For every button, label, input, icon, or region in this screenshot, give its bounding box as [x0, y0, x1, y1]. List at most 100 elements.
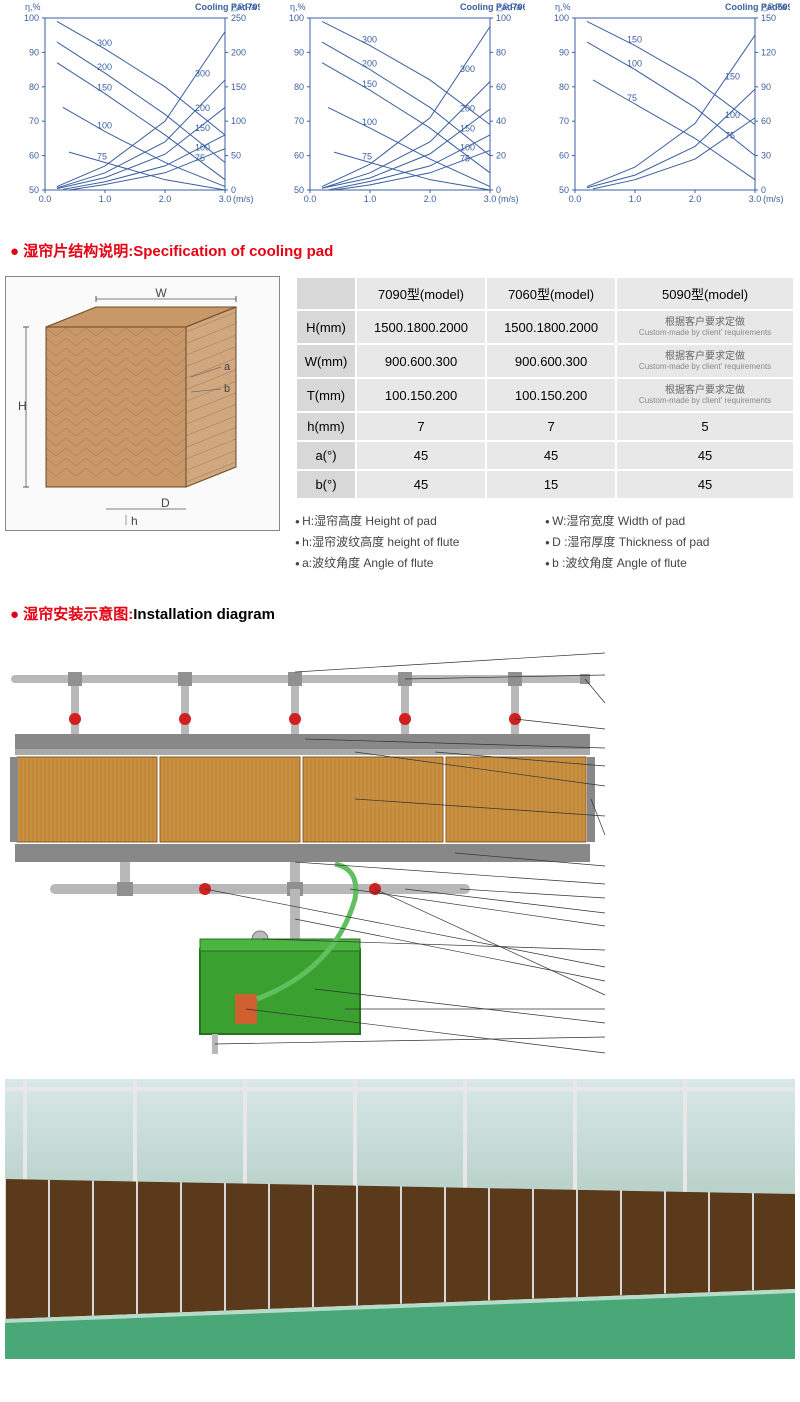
svg-text:△P,Pa: △P,Pa	[231, 2, 256, 12]
svg-text:△P,Pa: △P,Pa	[761, 2, 786, 12]
spec-cell: 7	[356, 412, 486, 441]
svg-text:80: 80	[294, 82, 304, 92]
svg-text:300: 300	[460, 64, 475, 74]
spec-cell: 7090型(model)	[356, 277, 486, 310]
svg-text:η,%: η,%	[290, 2, 306, 12]
spec-cell: 45	[486, 441, 616, 470]
spec-cell: 5090型(model)	[616, 277, 794, 310]
svg-text:1.0: 1.0	[629, 194, 642, 204]
svg-text:75: 75	[97, 151, 107, 161]
svg-text:150: 150	[627, 35, 642, 45]
svg-text:80: 80	[29, 82, 39, 92]
svg-text:b: b	[224, 383, 230, 395]
svg-text:1.0: 1.0	[364, 194, 377, 204]
svg-text:(m/s): (m/s)	[763, 194, 784, 204]
svg-text:70: 70	[294, 116, 304, 126]
svg-text:150: 150	[460, 124, 475, 134]
spec-section-header: ● 湿帘片结构说明:Specification of cooling pad	[10, 240, 800, 261]
spec-cell: 45	[356, 470, 486, 499]
svg-text:250: 250	[231, 13, 246, 23]
svg-text:150: 150	[231, 82, 246, 92]
svg-text:0.0: 0.0	[39, 194, 52, 204]
install-header-cn: 湿帘安装示意图:	[23, 606, 133, 623]
svg-text:80: 80	[496, 47, 506, 57]
svg-text:70: 70	[559, 116, 569, 126]
svg-text:2.0: 2.0	[689, 194, 702, 204]
svg-text:75: 75	[195, 153, 205, 163]
svg-text:120: 120	[761, 47, 776, 57]
svg-text:50: 50	[294, 185, 304, 195]
legend-item: h:湿帘波纹高度 height of flute	[295, 531, 545, 552]
svg-text:150: 150	[195, 123, 210, 133]
spec-cell: 45	[356, 441, 486, 470]
spec-cell: 45	[616, 441, 794, 470]
svg-text:100: 100	[97, 121, 112, 131]
svg-text:3.0: 3.0	[749, 194, 762, 204]
svg-text:1.0: 1.0	[99, 194, 112, 204]
svg-text:D: D	[161, 496, 170, 510]
svg-text:100: 100	[460, 142, 475, 152]
spec-legend: H:湿帘高度 Height of padW:湿帘宽度 Width of padh…	[295, 510, 795, 573]
svg-text:100: 100	[231, 116, 246, 126]
install-header-en: Installation diagram	[133, 606, 275, 623]
svg-text:90: 90	[29, 47, 39, 57]
spec-row-header: h(mm)	[296, 412, 356, 441]
spec-row-header: W(mm)	[296, 344, 356, 378]
svg-text:h: h	[131, 514, 138, 528]
install-section-header: ● 湿帘安装示意图:Installation diagram	[10, 603, 800, 624]
svg-text:75: 75	[460, 154, 470, 164]
svg-text:100: 100	[554, 13, 569, 23]
legend-item: a:波纹角度 Angle of flute	[295, 552, 545, 573]
svg-text:2.0: 2.0	[159, 194, 172, 204]
legend-item: D :湿帘厚度 Thickness of pad	[545, 531, 795, 552]
spec-row-header: b(°)	[296, 470, 356, 499]
svg-text:0.0: 0.0	[304, 194, 317, 204]
spec-cell: 100.150.200	[486, 378, 616, 412]
spec-cell: 45	[616, 470, 794, 499]
svg-text:2.0: 2.0	[424, 194, 437, 204]
spec-cell: 根据客户要求定做Custom-made by client' requireme…	[616, 378, 794, 412]
spec-cell: 7	[486, 412, 616, 441]
svg-text:η,%: η,%	[555, 2, 571, 12]
svg-text:150: 150	[97, 83, 112, 93]
chart-5090: η,%Cooling Pad5090△P,Pa50607080901000306…	[540, 0, 790, 210]
svg-text:200: 200	[362, 59, 377, 69]
spec-cell: 100.150.200	[356, 378, 486, 412]
spec-table-wrap: 7090型(model)7060型(model)5090型(model) H(mm…	[295, 276, 795, 573]
spec-cell: 5	[616, 412, 794, 441]
spec-table: 7090型(model)7060型(model)5090型(model) H(mm…	[295, 276, 795, 500]
spec-row-header	[296, 277, 356, 310]
svg-text:100: 100	[725, 110, 740, 120]
svg-text:100: 100	[496, 13, 511, 23]
spec-cell: 1500.1800.2000	[486, 310, 616, 344]
svg-text:100: 100	[195, 142, 210, 152]
spec-cell: 7060型(model)	[486, 277, 616, 310]
spec-cell: 15	[486, 470, 616, 499]
svg-text:75: 75	[362, 151, 372, 161]
svg-text:90: 90	[294, 47, 304, 57]
svg-text:3.0: 3.0	[484, 194, 497, 204]
svg-text:60: 60	[496, 82, 506, 92]
spec-header-cn: 湿帘片结构说明:	[23, 243, 133, 260]
svg-text:75: 75	[725, 130, 735, 140]
svg-text:η,%: η,%	[25, 2, 41, 12]
svg-text:60: 60	[761, 116, 771, 126]
svg-text:80: 80	[559, 82, 569, 92]
spec-header-en: Specification of cooling pad	[133, 243, 333, 260]
install-diagram: Φ32mm三通 teeΦ32mm进水管 supply pipeΦ32mm弯头 e…	[5, 639, 795, 1059]
svg-text:40: 40	[496, 116, 506, 126]
svg-text:50: 50	[559, 185, 569, 195]
svg-text:W: W	[155, 286, 167, 300]
charts-row: η,%Cooling Pad7090△P,Pa50607080901000501…	[0, 0, 800, 210]
svg-text:60: 60	[29, 151, 39, 161]
spec-row-header: H(mm)	[296, 310, 356, 344]
spec-cell: 根据客户要求定做Custom-made by client' requireme…	[616, 344, 794, 378]
svg-text:200: 200	[231, 47, 246, 57]
svg-text:150: 150	[725, 71, 740, 81]
legend-item: b :波纹角度 Angle of flute	[545, 552, 795, 573]
svg-text:H: H	[18, 399, 27, 413]
svg-text:100: 100	[627, 59, 642, 69]
svg-text:30: 30	[761, 151, 771, 161]
svg-text:△P,Pa: △P,Pa	[496, 2, 521, 12]
svg-text:100: 100	[289, 13, 304, 23]
